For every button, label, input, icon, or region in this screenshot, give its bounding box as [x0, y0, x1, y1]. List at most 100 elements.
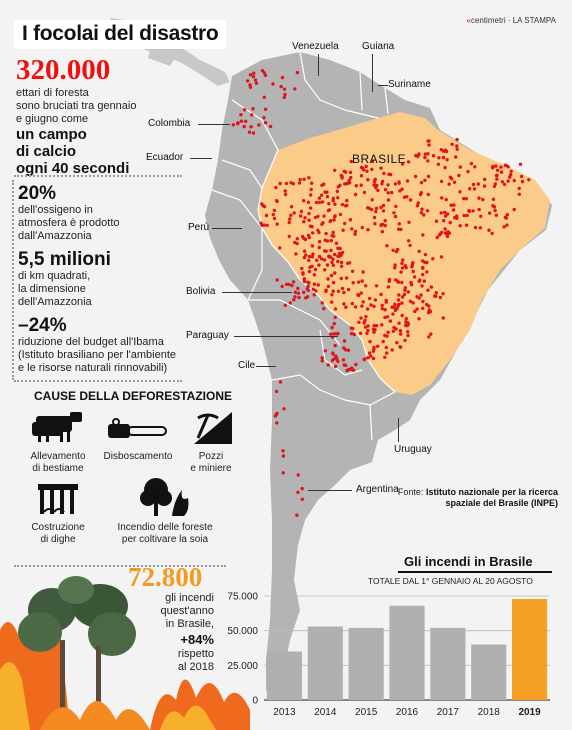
- fire-dot: [407, 239, 411, 243]
- fire-dot: [427, 335, 431, 339]
- fire-dot: [304, 296, 308, 300]
- fire-dot: [360, 225, 364, 230]
- fire-dot: [392, 211, 396, 215]
- fire-dot: [337, 251, 342, 256]
- fire-dot: [274, 389, 279, 394]
- fire-dot: [350, 269, 355, 273]
- fire-dot: [439, 255, 444, 259]
- fires-line1: gli incendi: [165, 592, 214, 604]
- fire-dot: [307, 269, 312, 274]
- cause-label-line: e miniere: [190, 463, 232, 474]
- fire-dot: [390, 190, 394, 195]
- fire-dot: [345, 198, 349, 203]
- fire-dot: [477, 207, 481, 212]
- fire-dot: [239, 119, 244, 123]
- fire-dot: [406, 333, 410, 338]
- fire-dot: [293, 290, 297, 294]
- fire-dot: [490, 231, 494, 236]
- fire-dot: [416, 201, 420, 205]
- fire-dot: [332, 322, 336, 326]
- fire-dot: [369, 303, 373, 307]
- fire-dot: [251, 107, 255, 111]
- fire-dot: [282, 95, 286, 100]
- fire-dot: [320, 257, 324, 261]
- fire-dot: [314, 200, 319, 205]
- fire-dot: [422, 279, 426, 283]
- fire-dot: [369, 207, 374, 212]
- fire-dot: [411, 301, 415, 305]
- hectares-stat: 320.000 ettari di foresta sono bruciati …: [16, 56, 184, 178]
- fire-dot: [340, 250, 345, 255]
- bar-2013: [266, 651, 302, 700]
- fire-dot: [296, 291, 301, 295]
- fire-dot: [380, 182, 384, 186]
- fire-dot: [257, 123, 261, 127]
- fire-dot: [412, 275, 417, 279]
- fire-dot: [383, 355, 387, 359]
- fire-dot: [394, 249, 399, 254]
- fire-dot: [462, 196, 466, 201]
- fire-dot: [439, 179, 444, 184]
- fire-dot: [421, 306, 425, 310]
- fire-dot: [391, 312, 395, 316]
- fire-dot: [451, 208, 456, 212]
- fire-dot: [404, 317, 408, 321]
- fire-dot: [334, 241, 339, 245]
- fire-dot: [386, 330, 390, 334]
- x-tick-label: 2017: [437, 707, 460, 718]
- fire-dot: [408, 299, 413, 303]
- fire-dot: [345, 261, 350, 265]
- fire-dot: [372, 179, 377, 184]
- fire-dot: [268, 124, 273, 129]
- label-uruguay: Uruguay: [394, 444, 432, 455]
- fire-dot: [408, 243, 412, 248]
- fire-dot: [322, 249, 327, 253]
- fire-dot: [431, 154, 436, 158]
- fire-dot: [450, 142, 454, 146]
- fire-dot: [328, 219, 332, 224]
- fire-dot: [399, 332, 403, 336]
- fire-dot: [336, 259, 340, 264]
- fire-dot: [401, 258, 405, 262]
- fire-dot: [466, 169, 470, 174]
- fires-bar-chart: 0 25.000 50.000 75.000 2013 2014 2015 2016 2017…: [227, 592, 550, 718]
- oxygen-line1: dell'ossigeno in: [18, 204, 93, 216]
- cause-label-line: di bestiame: [32, 463, 84, 474]
- fire-dot: [271, 82, 275, 86]
- fire-dot: [364, 325, 368, 329]
- fire-dot: [458, 190, 462, 194]
- fire-dot: [317, 254, 322, 259]
- fire-dot: [464, 197, 468, 201]
- fire-dot: [465, 213, 469, 218]
- fire-dot: [382, 171, 386, 176]
- fire-dot: [439, 211, 443, 215]
- fire-dot: [421, 265, 425, 270]
- fire-dot: [307, 176, 311, 180]
- label-paraguay: Paraguay: [186, 330, 229, 341]
- fire-dot: [350, 301, 354, 306]
- fire-dot: [346, 287, 351, 292]
- fire-dot: [415, 204, 420, 208]
- fire-dot: [495, 177, 499, 181]
- fire-dot: [420, 207, 424, 211]
- fire-dot: [307, 218, 311, 222]
- fire-dot: [447, 182, 451, 186]
- fire-dot: [297, 295, 301, 300]
- fire-dot: [419, 180, 424, 185]
- fire-dot: [248, 85, 253, 89]
- chart-subtitle: TOTALE DAL 1° GENNAIO AL 20 AGOSTO: [368, 576, 533, 586]
- fire-dot: [364, 315, 368, 319]
- fire-dot: [331, 199, 335, 203]
- fire-dot: [370, 167, 374, 172]
- fire-dot: [284, 181, 289, 186]
- hectares-emph3: ogni 40 secondi: [16, 160, 130, 177]
- fire-dot: [275, 411, 279, 416]
- fire-dot: [426, 192, 430, 197]
- area-stat: 5,5 milioni di km quadrati, la dimension…: [18, 250, 178, 309]
- fire-dot: [352, 332, 356, 337]
- cause-label-logging: Disboscamento: [98, 451, 178, 463]
- fire-dot: [351, 281, 355, 285]
- cause-label-dams: Costruzione di dighe: [18, 522, 98, 546]
- fire-dot: [330, 325, 334, 330]
